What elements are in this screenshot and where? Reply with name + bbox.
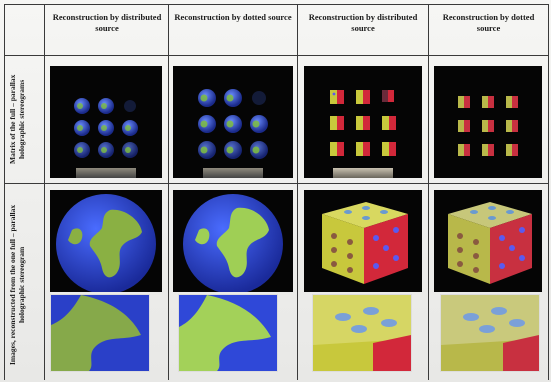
globe-reconstruction-distributed [50,190,162,292]
dice-icon [448,202,532,284]
globe-zoom-dotted [178,294,278,372]
globe-matrix-dotted [173,66,293,178]
column-header-4-text: Reconstruction by dotted source [442,12,535,33]
column-header-2-text: Reconstruction by dotted source [174,12,292,22]
dice-matrix-dotted [434,66,542,178]
column-header-2: Reconstruction by dotted source [170,12,296,52]
col-divider-2 [297,4,298,380]
holder-stand [203,168,263,178]
col-divider-0 [44,4,45,380]
column-header-3: Reconstruction by distributed source [300,12,426,52]
dice-icon [441,295,539,371]
column-header-1: Reconstruction by distributed source [48,12,166,52]
holder-stand [333,168,393,178]
row-label-2: Images, reconstructed from the one full … [8,204,26,366]
column-header-4: Reconstruction by dotted source [430,12,547,52]
col-divider-1 [168,4,169,380]
globe-icon [56,194,156,292]
dice-icon [458,96,518,156]
col-divider-3 [428,4,429,380]
dice-zoom-dotted [440,294,540,372]
header-divider [4,55,549,56]
dice-matrix-distributed [304,66,422,178]
column-header-1-text: Reconstruction by distributed source [52,12,162,33]
dice-icon [322,202,408,284]
table-border-top [4,4,549,5]
globe-matrix-distributed [50,66,162,178]
dice-icon [313,295,411,371]
dice-reconstruction-distributed [304,190,422,292]
globe-icon [198,89,268,159]
globe-icon [51,295,149,371]
column-header-3-text: Reconstruction by distributed source [308,12,418,33]
table-border-left [4,4,5,380]
row-divider [4,183,549,184]
dice-zoom-distributed [312,294,412,372]
globe-reconstruction-dotted [173,190,293,292]
globe-icon [183,194,283,292]
globe-zoom-distributed [50,294,150,372]
table-border-right [548,4,549,380]
dice-icon [330,90,396,156]
dice-reconstruction-dotted [434,190,542,292]
row-label-1: Matrix of the full – parallax holographi… [8,74,26,165]
holder-stand [76,168,136,178]
globe-icon [179,295,277,371]
globe-icon [74,98,138,158]
